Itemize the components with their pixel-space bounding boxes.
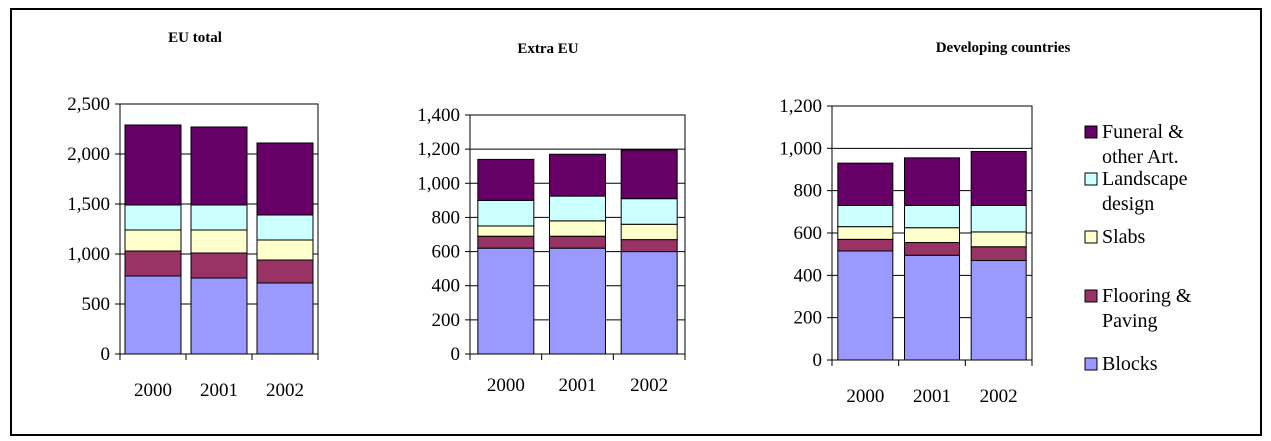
x-tick-label: 2002 [266,380,304,401]
bar-segment-funeral-other-art [904,157,960,206]
bar-segment-slabs [837,226,894,240]
bar-segment-slabs [477,225,535,237]
chart-panel-1: EU total 0 500 1,000 1,500 2,000 2,500 2000 2001… [67,30,319,401]
bar-segment-landscape-design [904,204,960,229]
legend-label: Blocks [1102,353,1158,375]
bar-segment-landscape-design [620,198,678,225]
legend-label: other Art. [1102,146,1179,168]
bar-segment-funeral-other-art [124,124,182,206]
x-tick-label: 2000 [487,375,525,396]
bar-segment-slabs [549,220,606,237]
legend: Funeral & other Art.Landscape design Slabs F… [1084,121,1192,375]
bar-segment-blocks [549,247,606,355]
legend-swatch [1084,125,1098,139]
y-tick-label: 1,400 [417,105,460,126]
bar-segment-flooring-paving [190,252,248,279]
y-tick-label: 1,000 [67,244,110,265]
y-tick-label: 500 [82,294,111,315]
bar-segment-blocks [620,251,678,355]
bar-segment-landscape-design [124,204,182,231]
chart-title: Extra EU [517,41,578,57]
bar-segment-blocks [124,275,182,355]
legend-label: Slabs [1102,226,1146,248]
y-tick-label: 400 [794,265,823,286]
bar-segment-funeral-other-art [256,142,314,216]
plot-area [119,103,319,355]
bar-segment-slabs [904,227,960,244]
bar-segment-funeral-other-art [190,126,248,206]
bar-segment-flooring-paving [124,250,182,277]
x-tick-label: 2002 [630,375,668,396]
y-tick-label: 800 [432,207,461,228]
bar-segment-funeral-other-art [837,162,894,206]
bar-segment-funeral-other-art [477,158,535,201]
bar-segment-flooring-paving [904,242,960,256]
x-tick-label: 2001 [559,375,597,396]
bar-segment-blocks [256,282,314,355]
bar-segment-landscape-design [549,195,606,222]
bar-segment-flooring-paving [256,259,314,284]
bar-segment-flooring-paving [837,238,894,252]
y-tick-label: 600 [794,223,823,244]
y-tick-label: 1,200 [779,96,822,117]
bar-segment-blocks [190,277,248,355]
y-tick-label: 800 [794,181,823,202]
bar-segment-slabs [620,223,678,241]
legend-label: Paving [1102,310,1158,332]
x-tick-label: 2002 [980,386,1018,407]
y-tick-label: 1,500 [67,194,110,215]
bar-segment-funeral-other-art [620,149,678,200]
x-tick-label: 2000 [134,380,172,401]
bar-segment-flooring-paving [477,235,535,249]
x-tick-label: 2001 [913,386,951,407]
plot-area [469,114,686,355]
chart-title: EU total [168,30,222,46]
bar-segment-landscape-design [477,199,535,227]
legend-swatch [1084,230,1098,244]
legend-label: Landscape [1102,168,1188,190]
y-tick-label: 2,000 [67,144,110,165]
legend-label: Funeral & [1102,121,1184,143]
y-tick-label: 0 [813,350,823,371]
bar-segment-flooring-paving [970,246,1027,262]
bar-segment-slabs [124,229,182,252]
y-tick-label: 2,500 [67,94,110,115]
bar-segment-blocks [477,247,535,355]
legend-swatch [1084,289,1098,303]
chart-title: Developing countries [936,40,1071,56]
x-tick-label: 2000 [846,386,884,407]
chart-panel-3: Developing countries 0 200 400 600 800 1,000 1,… [779,40,1070,407]
legend-swatch [1084,172,1098,186]
bar-segment-funeral-other-art [970,151,1027,206]
legend-swatch [1084,357,1098,371]
y-tick-label: 400 [432,276,461,297]
bar-segment-slabs [190,229,248,254]
y-tick-label: 1,200 [417,139,460,160]
y-tick-label: 1,000 [417,173,460,194]
bar-segment-blocks [970,260,1027,361]
bar-segment-landscape-design [837,204,894,228]
plot-area [831,105,1033,361]
y-tick-label: 600 [432,242,461,263]
y-tick-label: 0 [451,344,461,365]
y-tick-label: 1,000 [779,138,822,159]
bar-segment-flooring-paving [549,235,606,249]
y-tick-label: 0 [101,344,111,365]
bar-segment-blocks [904,254,960,361]
bar-segment-slabs [970,231,1027,248]
bar-segment-blocks [837,250,894,361]
bar-segment-flooring-paving [620,239,678,253]
legend-label: Flooring & [1102,285,1192,307]
bar-segment-landscape-design [970,204,1027,233]
chart-panel-2: Extra EU 0 200 400 600 800 1,000 1,200 1,400 2000… [417,41,686,396]
y-tick-label: 200 [432,310,461,331]
legend-label: design [1102,193,1154,215]
bar-segment-landscape-design [190,204,248,231]
bar-segment-slabs [256,239,314,261]
y-tick-label: 200 [794,308,823,329]
bar-segment-funeral-other-art [549,153,606,197]
bar-segment-landscape-design [256,214,314,241]
x-tick-label: 2001 [200,380,238,401]
